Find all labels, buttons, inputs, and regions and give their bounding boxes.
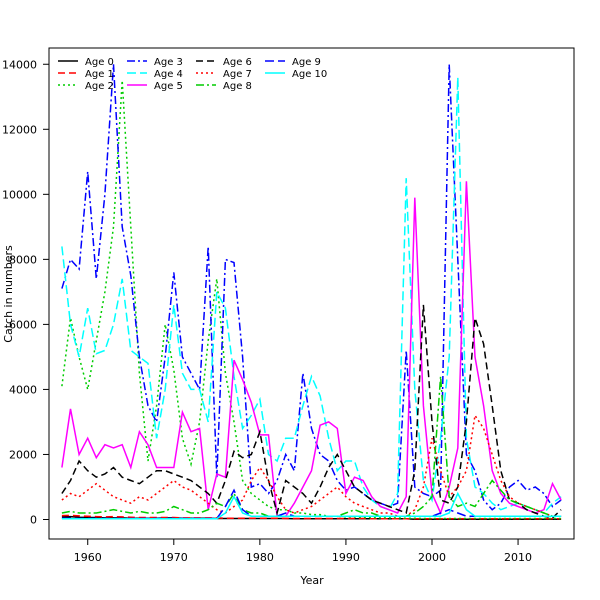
y-tick-label: 14000 — [2, 58, 37, 71]
series-line-age-1 — [61, 514, 562, 520]
x-axis: 1960 1970 1980 1990 2000 2010 — [74, 539, 532, 564]
x-tick-label: 2000 — [418, 551, 446, 564]
legend-label: Age 0 — [85, 57, 114, 68]
x-tick-label: 1980 — [246, 551, 274, 564]
series-line-age-10 — [61, 491, 562, 520]
y-axis-title: Catch in numbers — [2, 245, 15, 343]
y-tick-label: 10000 — [2, 188, 37, 201]
legend-label: Age 1 — [85, 69, 114, 80]
legend-label: Age 10 — [292, 69, 327, 80]
y-tick-label: 12000 — [2, 123, 37, 136]
legend-item-age-0: Age 0 — [58, 57, 114, 68]
legend-item-age-1: Age 1 — [58, 69, 114, 80]
x-axis-title: Year — [299, 574, 324, 587]
series-line-age-5 — [61, 181, 562, 517]
legend-label: Age 6 — [223, 57, 252, 68]
y-tick-label: 8000 — [9, 253, 37, 266]
legend-label: Age 2 — [85, 81, 114, 92]
y-axis: 0 2000 4000 6000 8000 10000 12000 14000 — [2, 58, 49, 526]
legend-label: Age 8 — [223, 81, 252, 92]
legend-item-age-9: Age 9 — [265, 57, 321, 68]
y-tick-label: 2000 — [9, 448, 37, 461]
y-tick-label: 0 — [30, 513, 37, 526]
plot-frame — [48, 47, 575, 540]
x-tick-label: 1990 — [332, 551, 360, 564]
legend-item-age-5: Age 5 — [127, 81, 183, 92]
y-tick-label: 6000 — [9, 318, 37, 331]
legend-label: Age 9 — [292, 57, 321, 68]
legend-label: Age 5 — [154, 81, 183, 92]
series-line-age-3 — [61, 64, 562, 511]
series-line-age-7 — [61, 413, 562, 517]
legend-label: Age 3 — [154, 57, 183, 68]
series-line-age-9 — [61, 488, 562, 520]
legend-label: Age 4 — [154, 69, 183, 80]
series-line-age-4 — [61, 77, 562, 514]
x-tick-label: 1960 — [74, 551, 102, 564]
x-tick-label: 2010 — [504, 551, 532, 564]
plot-lines — [61, 64, 562, 520]
legend-item-age-6: Age 6 — [196, 57, 252, 68]
series-line-age-8 — [61, 376, 562, 517]
y-tick-label: 4000 — [9, 383, 37, 396]
legend-item-age-8: Age 8 — [196, 81, 252, 92]
legend-item-age-2: Age 2 — [58, 81, 114, 92]
legend-label: Age 7 — [223, 69, 252, 80]
legend-item-age-4: Age 4 — [127, 69, 183, 80]
legend-item-age-7: Age 7 — [196, 69, 252, 80]
legend-item-age-10: Age 10 — [265, 69, 327, 80]
x-tick-label: 1970 — [160, 551, 188, 564]
series-line-age-2 — [61, 80, 562, 520]
series-line-age-6 — [61, 304, 562, 519]
legend-item-age-3: Age 3 — [127, 57, 183, 68]
